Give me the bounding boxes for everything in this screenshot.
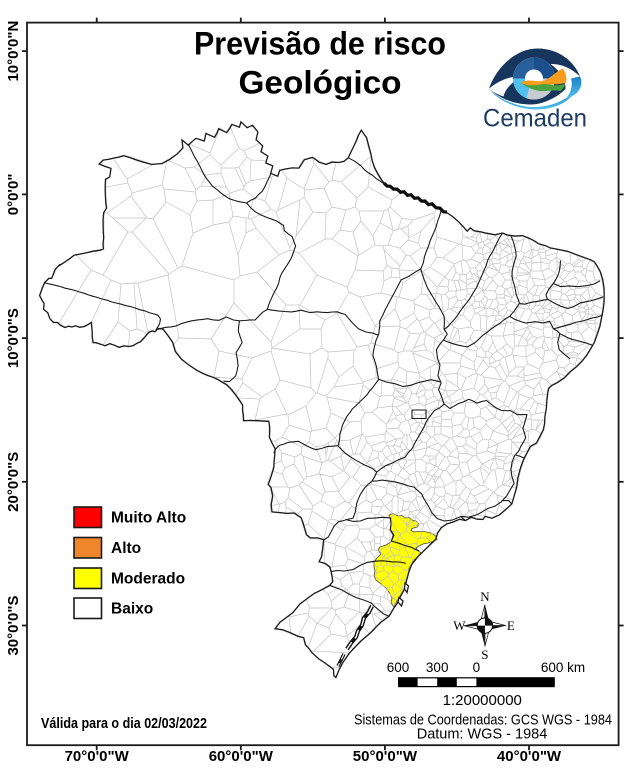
svg-text:10°0'0"N: 10°0'0"N (5, 21, 22, 82)
svg-text:Alto: Alto (111, 540, 141, 557)
svg-text:E: E (507, 618, 515, 633)
svg-text:60°0'0"W: 60°0'0"W (209, 748, 274, 765)
svg-text:Previsão de risco: Previsão de risco (194, 26, 446, 62)
svg-text:Moderado: Moderado (111, 571, 185, 588)
svg-text:Geológico: Geológico (239, 65, 402, 101)
svg-text:10°0'0"S: 10°0'0"S (5, 308, 22, 368)
svg-text:N: N (480, 589, 490, 604)
svg-text:600: 600 (387, 660, 410, 675)
svg-text:70°0'0"W: 70°0'0"W (65, 748, 130, 765)
svg-text:Muito Alto: Muito Alto (111, 510, 186, 527)
svg-text:S: S (481, 647, 488, 662)
svg-text:Sistemas de Coordenadas: GCS W: Sistemas de Coordenadas: GCS WGS - 1984 (354, 713, 612, 729)
svg-text:Cemaden: Cemaden (483, 105, 587, 133)
svg-text:600 km: 600 km (541, 660, 585, 675)
svg-text:0°0'0": 0°0'0" (5, 174, 22, 216)
svg-text:1:20000000: 1:20000000 (443, 692, 522, 709)
svg-text:W: W (453, 618, 466, 633)
svg-text:Válida para o dia 02/03/2022: Válida para o dia 02/03/2022 (41, 716, 207, 732)
svg-text:40°0'0"W: 40°0'0"W (497, 748, 562, 765)
svg-text:50°0'0"W: 50°0'0"W (353, 748, 418, 765)
svg-text:20°0'0"S: 20°0'0"S (5, 452, 22, 512)
svg-text:300: 300 (426, 660, 449, 675)
svg-text:Datum: WGS - 1984: Datum: WGS - 1984 (417, 727, 548, 743)
svg-text:30°0'0"S: 30°0'0"S (5, 595, 22, 655)
svg-text:Baixo: Baixo (111, 601, 153, 618)
svg-text:0: 0 (473, 660, 481, 675)
